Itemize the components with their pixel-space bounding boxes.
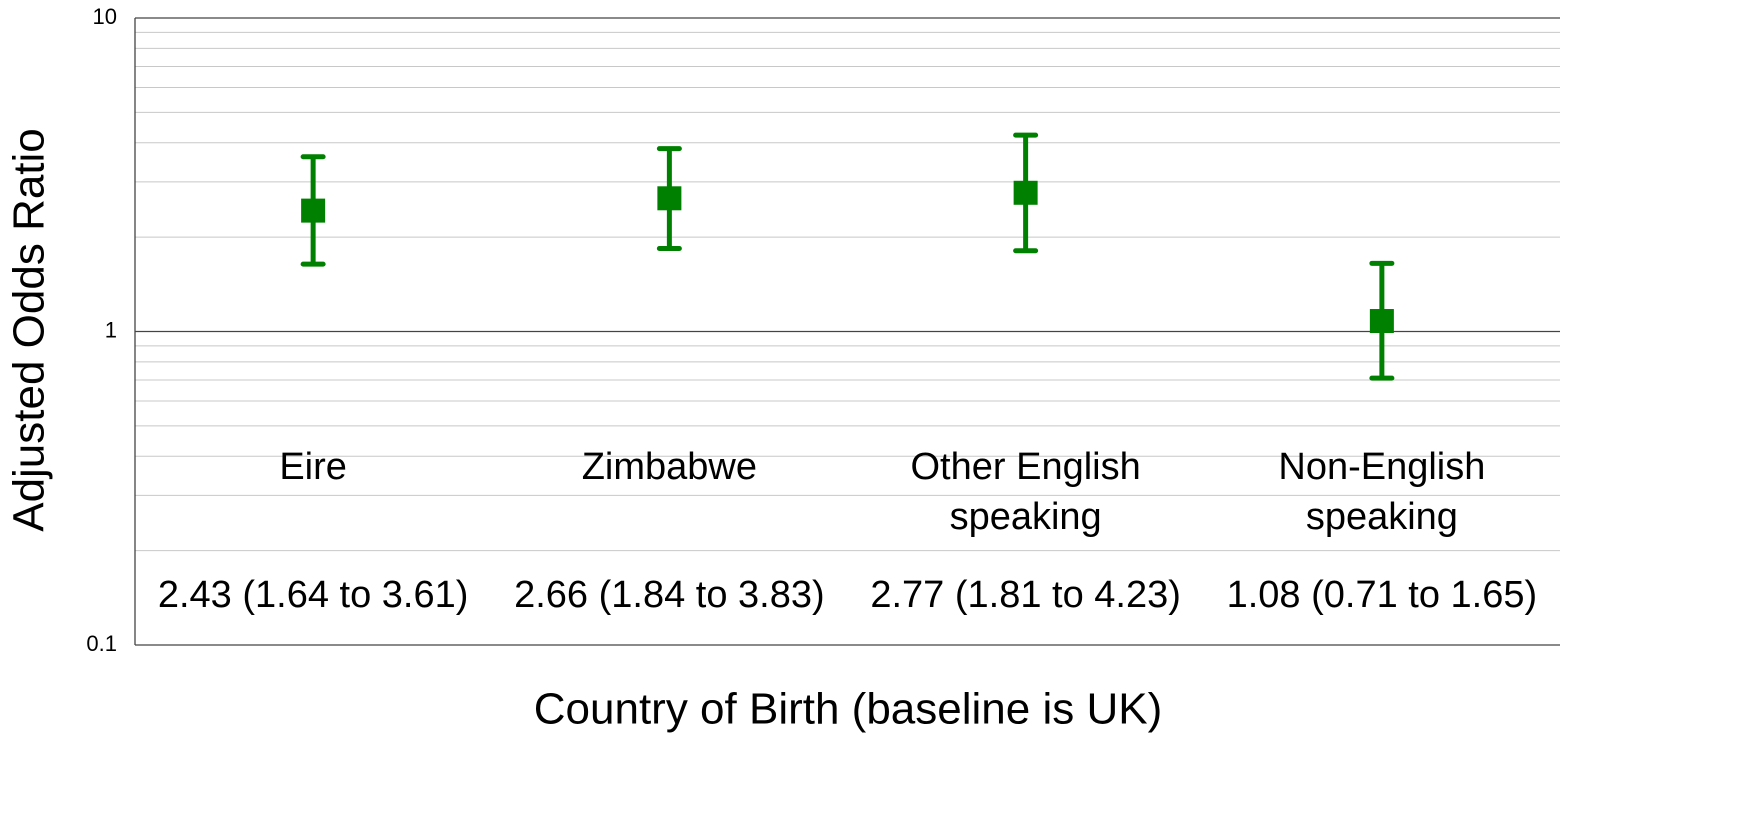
category-label-box: Zimbabwe (581, 446, 758, 488)
y-tick-label: 1 (105, 317, 117, 342)
x-axis-label: Country of Birth (baseline is UK) (534, 685, 1162, 734)
category-label: Eire (279, 446, 347, 488)
value-label-box: 1.08 (0.71 to 1.65) (1226, 574, 1538, 616)
error-bar (1013, 132, 1039, 254)
category-label: Zimbabwe (581, 446, 758, 488)
error-bar (1369, 260, 1395, 381)
category-label-box: Eire (279, 446, 347, 488)
value-label-box: 2.66 (1.84 to 3.83) (514, 574, 825, 616)
y-tick-label: 10 (93, 4, 117, 29)
value-label: 1.08 (0.71 to 1.65) (1226, 574, 1538, 616)
point-marker (1369, 309, 1394, 334)
value-label-box: 2.77 (1.81 to 4.23) (870, 574, 1181, 616)
category-label: Non-English speaking (1278, 446, 1486, 538)
point-marker (657, 186, 682, 211)
value-label: 2.66 (1.84 to 3.83) (514, 574, 825, 616)
error-bar (656, 146, 682, 251)
y-tick-label: 0.1 (86, 631, 117, 656)
value-label: 2.77 (1.81 to 4.23) (870, 574, 1181, 616)
point-marker (1013, 180, 1038, 205)
category-label-box: Non-English speaking (1278, 446, 1486, 538)
value-label-box: 2.43 (1.64 to 3.61) (157, 574, 469, 616)
category-label-box: Other English speaking (910, 446, 1141, 538)
y-axis-label: Adjusted Odds Ratio (5, 128, 54, 532)
category-label: Other English speaking (910, 446, 1141, 538)
value-label: 2.43 (1.64 to 3.61) (157, 574, 469, 616)
error-bar (300, 154, 326, 267)
point-marker (301, 198, 326, 223)
